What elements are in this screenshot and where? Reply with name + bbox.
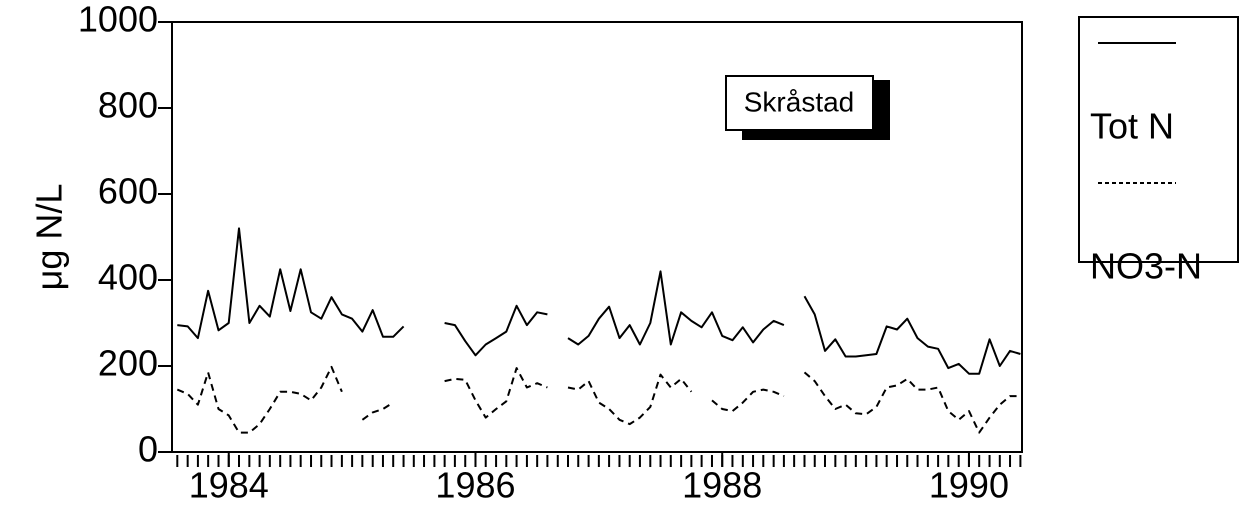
y-tick-label: 400 [98, 257, 158, 298]
series-line [177, 227, 1021, 375]
x-tick-label: 1986 [435, 465, 515, 506]
x-tick-label: 1984 [189, 465, 269, 506]
y-tick-label: 600 [98, 171, 158, 212]
y-tick-label: 800 [98, 85, 158, 126]
annotation: Skråstad [744, 86, 855, 117]
x-tick-label: 1990 [929, 465, 1009, 506]
legend-label: NO3-N [1090, 246, 1202, 287]
y-tick-label: 1000 [78, 0, 158, 40]
plot-frame [171, 21, 1023, 453]
annotation-box [725, 75, 874, 131]
y-tick-label: 0 [138, 429, 158, 470]
y-axis-label: μg N/L [29, 184, 70, 291]
y-tick-label: 200 [98, 343, 158, 384]
series-line [176, 365, 1021, 434]
legend-box [1078, 16, 1239, 263]
legend-label: Tot N [1090, 106, 1174, 147]
x-tick-label: 1988 [682, 465, 762, 506]
